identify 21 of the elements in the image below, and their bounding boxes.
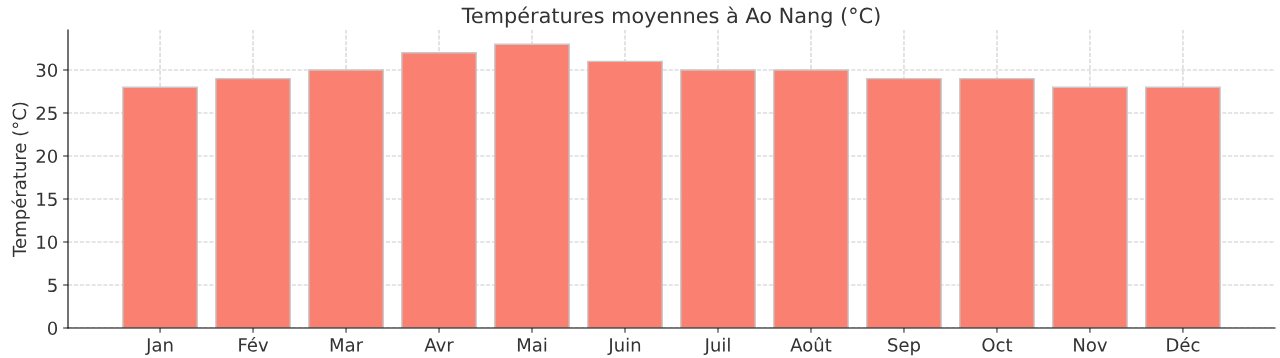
y-tick-label: 0: [47, 321, 58, 336]
y-tick-label: 25: [36, 106, 57, 121]
y-tick-label: 5: [48, 278, 57, 293]
x-tick-label: Avr: [424, 338, 454, 352]
x-tick-label: Fév: [239, 337, 269, 352]
x-tick-label: Jan: [145, 338, 173, 356]
chart-title: Températures moyennes à Ao Nang (°C): [461, 6, 880, 28]
x-tick-label: Mai: [517, 337, 547, 352]
x-tick-label: Sep: [888, 338, 920, 356]
x-tick-label: Juil: [703, 337, 730, 356]
y-axis-title: Température (°C): [11, 102, 30, 257]
x-tick-label: Déc: [1167, 337, 1200, 352]
x-tick-label: Août: [790, 337, 832, 352]
y-tick-label: 30: [36, 63, 58, 78]
x-tick-label: Mar: [330, 338, 364, 352]
x-tick-label: Nov: [1074, 338, 1108, 352]
x-tick-label: Oct: [982, 338, 1013, 352]
y-tick-label: 10: [37, 235, 58, 250]
y-tick-label: 15: [37, 192, 57, 207]
y-tick-label: 20: [36, 149, 58, 164]
x-tick-label: Juin: [607, 337, 641, 356]
